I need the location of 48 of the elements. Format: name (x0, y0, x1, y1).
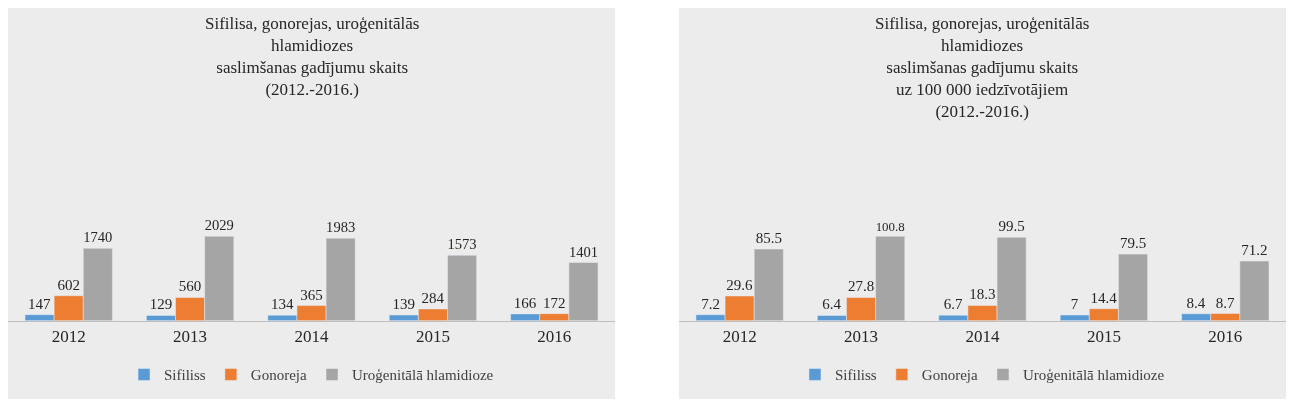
data-label: 560 (178, 278, 202, 295)
data-label: 18.3 (969, 286, 996, 303)
data-label: 166 (513, 294, 537, 311)
x-tick-label: 2013 (173, 327, 208, 347)
data-label: 8.7 (1215, 294, 1235, 311)
data-label: 1740 (83, 229, 113, 246)
legend-label: Gonoreja (921, 367, 978, 384)
data-label: 602 (57, 276, 80, 293)
data-label: 1573 (447, 236, 477, 253)
x-tick-label: 2012 (51, 327, 86, 347)
legend-label: Sifiliss (164, 367, 206, 384)
data-label: 1983 (326, 219, 356, 236)
x-tick-label: 2013 (844, 327, 879, 347)
data-label: 79.5 (1119, 235, 1147, 252)
x-tick-label: 2014 (294, 327, 330, 347)
x-tick-label: 2015 (1086, 327, 1121, 347)
data-label: 7 (1070, 295, 1079, 312)
data-label: 100.8 (875, 218, 905, 234)
data-label: 172 (543, 294, 566, 311)
legend-label: Gonoreja (250, 367, 308, 384)
chart-title: Sifilisa, gonorejas, uroģenitālās hlamidiozes saslimšanas gadījumu skaits uz 100 000 iedzīvotājiem (2012.-2016.) (875, 14, 1090, 122)
data-label: 7.2 (701, 295, 720, 312)
data-label: 134 (270, 296, 294, 313)
data-label: 365 (300, 286, 323, 303)
data-label: 284 (421, 289, 445, 306)
data-label: 2029 (204, 217, 234, 234)
data-label: 1401 (568, 243, 599, 260)
data-label: 14.4 (1090, 289, 1118, 306)
legend-label: Uroģenitālā hlamidioze (352, 367, 494, 384)
x-tick-label: 2014 (965, 327, 1000, 347)
data-label: 8.4 (1186, 294, 1206, 311)
chart-title: Sifilisa, gonorejas, uroģenitālās hlamidiozes saslimšanas gadījumu skaits (2012.-2016.) (205, 14, 420, 100)
data-label: 6.7 (943, 296, 963, 313)
legend-label: Uroģenitālā hlamidioze (1022, 367, 1165, 384)
x-tick-label: 2016 (1208, 327, 1243, 347)
data-label: 129 (149, 296, 173, 313)
legend-label: Sifiliss (834, 367, 877, 384)
data-label: 147 (28, 295, 52, 312)
x-tick-label: 2015 (415, 327, 450, 347)
data-label: 71.2 (1241, 242, 1268, 259)
data-label: 29.6 (726, 276, 754, 293)
data-label: 99.5 (998, 218, 1025, 235)
data-label: 139 (392, 296, 416, 313)
data-label: 27.8 (847, 278, 875, 295)
x-tick-label: 2016 (537, 327, 572, 347)
data-label: 6.4 (822, 296, 842, 313)
x-tick-label: 2012 (722, 327, 757, 347)
data-label: 85.5 (755, 230, 782, 247)
